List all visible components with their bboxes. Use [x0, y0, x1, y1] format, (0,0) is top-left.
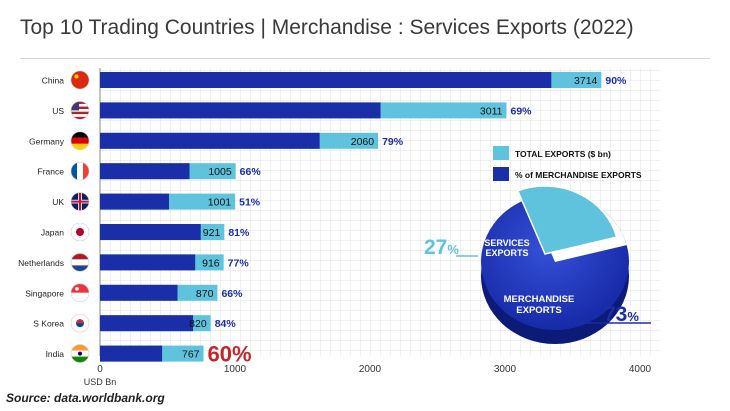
- data-label-percent: 69%: [510, 105, 532, 117]
- pie-label-merchandise-line2: EXPORTS: [516, 305, 561, 316]
- category-label: UK: [52, 197, 64, 207]
- category-label: India: [46, 349, 65, 359]
- data-label-total: 1001: [208, 197, 232, 209]
- x-tick-label: 2000: [359, 364, 382, 375]
- bar-merchandise: [100, 132, 320, 149]
- pie-value-services: 27%: [424, 236, 459, 259]
- pie-label-services-line2: EXPORTS: [485, 248, 528, 258]
- x-tick-label: 4000: [629, 364, 652, 375]
- category-label: S Korea: [33, 319, 64, 329]
- bar-merchandise: [100, 163, 190, 180]
- pie-label-services-line1: SERVICES: [484, 238, 529, 248]
- x-tick-label: 3000: [494, 364, 517, 375]
- data-label-total: 820: [189, 318, 207, 330]
- pie-slice-services: [516, 185, 618, 255]
- bar-merchandise: [100, 102, 381, 119]
- data-label-percent: 66%: [240, 166, 262, 178]
- category-label: Singapore: [25, 288, 64, 298]
- legend-swatch-total: [493, 146, 509, 160]
- category-label: Germany: [29, 136, 65, 146]
- data-label-percent: 81%: [228, 227, 250, 239]
- data-label-total: 1005: [208, 166, 232, 178]
- data-label-percent: 90%: [605, 75, 627, 87]
- flag-south-korea-icon: [70, 313, 90, 333]
- data-label-total: 916: [202, 257, 220, 269]
- flag-netherlands-icon: [70, 253, 90, 272]
- x-tick-label: 1000: [224, 364, 247, 375]
- flag-japan-icon: [70, 222, 90, 242]
- data-label-total: 870: [196, 288, 214, 300]
- pie-value-merchandise: 73%: [604, 303, 639, 326]
- pie-label-merchandise-line1: MERCHANDISE: [504, 294, 575, 305]
- data-label-total: 3011: [480, 105, 503, 117]
- bar-merchandise: [100, 345, 163, 362]
- legend-label-total: TOTAL EXPORTS ($ bn): [515, 149, 611, 159]
- bar-merchandise: [100, 193, 169, 210]
- title-divider: [20, 58, 710, 59]
- bar-merchandise: [100, 284, 178, 301]
- data-label-percent: 51%: [239, 197, 261, 209]
- data-label-percent: 79%: [382, 136, 404, 148]
- chart-title: Top 10 Trading Countries | Merchandise :…: [20, 16, 634, 39]
- legend-swatch-merchandise: [493, 167, 509, 181]
- data-label-percent: 60%: [208, 342, 252, 367]
- flag-singapore-icon: [70, 283, 90, 303]
- source-note: Source: data.worldbank.org: [6, 391, 165, 405]
- flag-china-icon: [70, 70, 90, 90]
- flag-france-icon: [70, 161, 90, 181]
- category-label: Japan: [41, 228, 64, 238]
- category-label: China: [42, 76, 64, 86]
- bar-merchandise: [100, 224, 201, 240]
- x-tick-label: 0: [97, 364, 103, 375]
- flag-india-icon: [70, 344, 90, 363]
- x-axis-label: USD Bn: [84, 377, 117, 387]
- data-label-percent: 77%: [228, 257, 250, 269]
- flag-germany-icon: [70, 131, 90, 151]
- legend-label-merchandise: % of MERCHANDISE EXPORTS: [515, 170, 642, 180]
- data-label-total: 3714: [574, 75, 598, 87]
- data-label-percent: 66%: [221, 288, 243, 300]
- category-label: Netherlands: [18, 258, 64, 268]
- flag-us-icon: [70, 101, 90, 120]
- data-label-total: 2060: [351, 136, 375, 148]
- data-label-total: 767: [182, 349, 200, 361]
- data-label-total: 921: [203, 227, 221, 239]
- flag-uk-icon: [70, 192, 90, 211]
- bar-merchandise: [100, 315, 194, 332]
- bar-merchandise: [100, 72, 552, 88]
- data-label-percent: 84%: [215, 318, 237, 330]
- category-label: France: [38, 167, 65, 177]
- category-label: US: [52, 106, 64, 116]
- bar-merchandise: [100, 254, 196, 271]
